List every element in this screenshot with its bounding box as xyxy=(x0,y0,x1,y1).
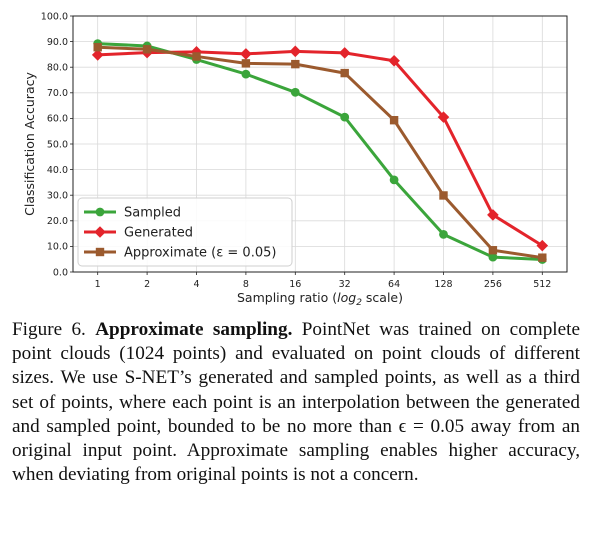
data-point xyxy=(91,49,104,61)
data-point xyxy=(439,229,448,239)
x-axis-title-subscript: 2 xyxy=(356,298,362,308)
caption-label: Figure 6. xyxy=(12,319,86,340)
data-point xyxy=(437,111,450,123)
y-tick-label: 70.0 xyxy=(47,88,68,99)
legend-entry: Approximate (ε = 0.05) xyxy=(84,246,276,261)
data-point xyxy=(488,252,498,262)
legend-label: Sampled xyxy=(124,206,181,221)
y-tick-label: 20.0 xyxy=(47,216,68,227)
y-axis-title: Classification Accuracy xyxy=(22,72,37,216)
data-point xyxy=(487,209,499,221)
y-tick-label: 80.0 xyxy=(47,63,68,74)
figure-caption: Figure 6. Approximate sampling. PointNet… xyxy=(12,318,580,487)
y-tick-label: 0.0 xyxy=(53,267,68,278)
x-tick-label: 256 xyxy=(484,279,502,290)
y-tick-label: 30.0 xyxy=(47,191,68,202)
y-tick-label: 90.0 xyxy=(47,37,68,48)
y-tick-label: 10.0 xyxy=(47,242,68,253)
data-point xyxy=(241,59,251,68)
legend-entry: Sampled xyxy=(84,206,181,221)
series-group xyxy=(91,39,549,264)
series-line xyxy=(97,45,543,260)
legend-label: Approximate (ε = 0.05) xyxy=(124,246,276,261)
legend-marker xyxy=(95,207,105,217)
data-point xyxy=(340,68,349,78)
series-square xyxy=(93,43,547,262)
x-tick-label: 4 xyxy=(193,279,199,290)
data-point xyxy=(439,191,448,200)
x-tick-label: 512 xyxy=(533,279,551,290)
x-tick-label: 128 xyxy=(434,279,452,290)
data-point xyxy=(240,48,252,60)
data-point xyxy=(389,115,399,125)
data-point xyxy=(142,45,152,54)
data-point xyxy=(488,246,498,255)
caption-title: Approximate sampling. xyxy=(95,319,293,340)
data-point xyxy=(538,253,547,262)
x-axis-title-math: log xyxy=(337,290,356,305)
legend-label: Generated xyxy=(124,226,193,241)
legend-entry: Generated xyxy=(84,226,193,241)
x-axis-title-text: Sampling ratio ( xyxy=(237,290,337,305)
data-point xyxy=(389,175,399,185)
y-tick-label: 40.0 xyxy=(47,165,68,176)
data-point xyxy=(340,112,350,122)
axis-ticks: 0.0 10.0 20.0 30.0 40.0 50.0 60.0 70.0 80.0 90.0 1… xyxy=(41,11,552,290)
line-chart: 0.0 10.0 20.0 30.0 40.0 50.0 60.0 70.0 80.0 90.0 1… xyxy=(22,11,568,308)
data-point xyxy=(536,239,549,252)
caption-text: PointNet was trained on complete point c… xyxy=(12,319,580,486)
data-point xyxy=(338,47,351,59)
x-tick-label: 64 xyxy=(388,279,400,290)
data-point xyxy=(192,52,201,61)
data-point xyxy=(289,45,302,58)
data-point xyxy=(388,55,400,67)
x-tick-label: 2 xyxy=(144,279,150,290)
legend-marker xyxy=(94,226,106,238)
legend-marker xyxy=(95,247,105,257)
figure-chart: 0.0 10.0 20.0 30.0 40.0 50.0 60.0 70.0 80.0 90.0 1… xyxy=(22,11,568,308)
data-point xyxy=(241,69,251,79)
x-axis-title: Sampling ratio (log2 scale) xyxy=(237,290,403,308)
x-axis-title-tail: scale) xyxy=(362,290,403,305)
x-tick-label: 1 xyxy=(95,279,101,290)
x-tick-label: 8 xyxy=(243,279,249,290)
data-point xyxy=(93,43,102,52)
y-tick-label: 60.0 xyxy=(47,114,68,125)
y-tick-label: 100.0 xyxy=(41,11,68,22)
data-point xyxy=(291,59,300,69)
legend: Sampled Generated Approximate (ε = 0.05) xyxy=(77,197,293,267)
x-tick-label: 16 xyxy=(289,279,301,290)
data-point xyxy=(290,87,300,97)
x-tick-label: 32 xyxy=(339,279,351,290)
legend-box xyxy=(77,197,293,267)
y-tick-label: 50.0 xyxy=(47,139,68,150)
